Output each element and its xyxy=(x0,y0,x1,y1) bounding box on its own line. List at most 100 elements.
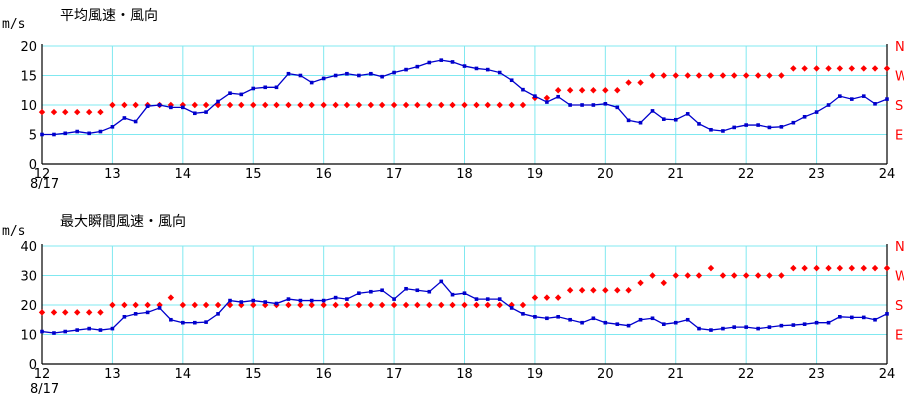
direction-point xyxy=(778,72,785,79)
direction-point xyxy=(707,72,715,79)
x-tick-label: 12 xyxy=(34,167,51,182)
speed-point xyxy=(521,312,525,316)
direction-point xyxy=(202,101,210,109)
speed-point xyxy=(181,105,185,110)
speed-point xyxy=(369,71,373,76)
speed-point xyxy=(697,326,701,331)
direction-point xyxy=(62,108,69,116)
direction-label: S xyxy=(895,299,903,314)
direction-point xyxy=(355,101,363,109)
direction-point xyxy=(578,87,586,94)
direction-point xyxy=(566,287,574,294)
speed-point xyxy=(697,122,701,126)
speed-point xyxy=(556,94,560,99)
x-tick-label: 14 xyxy=(175,167,192,182)
direction-point xyxy=(602,287,609,294)
direction-point xyxy=(554,294,562,301)
direction-point xyxy=(813,264,820,272)
direction-point xyxy=(167,294,175,301)
direction-point xyxy=(38,309,46,316)
direction-point xyxy=(62,309,69,316)
direction-point xyxy=(649,72,656,79)
speed-point xyxy=(779,125,784,129)
direction-point xyxy=(614,87,621,94)
direction-point xyxy=(684,272,691,279)
speed-point xyxy=(345,297,349,301)
speed-point xyxy=(497,70,502,75)
direction-point xyxy=(355,301,363,309)
direction-point xyxy=(414,301,421,309)
x-tick-label: 13 xyxy=(104,367,121,382)
x-tick-label: 15 xyxy=(245,367,262,382)
speed-point xyxy=(802,115,807,119)
direction-point xyxy=(625,79,632,86)
direction-point xyxy=(144,301,151,309)
direction-point xyxy=(766,72,773,79)
speed-point xyxy=(661,322,666,326)
direction-point xyxy=(742,272,750,279)
direction-point xyxy=(754,72,762,79)
direction-label: W xyxy=(895,70,904,85)
speed-point xyxy=(826,103,831,107)
speed-point xyxy=(814,110,819,114)
speed-point xyxy=(415,288,420,293)
speed-point xyxy=(556,315,560,319)
direction-point xyxy=(74,108,81,116)
speed-point xyxy=(732,125,736,130)
direction-point xyxy=(836,65,844,72)
direction-point xyxy=(297,101,304,109)
speed-point xyxy=(204,110,208,114)
speed-point xyxy=(603,320,608,325)
direction-point xyxy=(825,264,832,272)
speed-point xyxy=(75,328,80,332)
direction-point xyxy=(637,79,644,86)
direction-point xyxy=(860,65,867,72)
speed-point xyxy=(626,323,631,328)
direction-point xyxy=(250,101,257,109)
speed-point xyxy=(193,320,197,325)
speed-point xyxy=(157,103,162,107)
direction-point xyxy=(848,65,855,72)
speed-point xyxy=(427,60,432,65)
x-tick-label: 22 xyxy=(738,367,755,382)
speed-point xyxy=(239,300,244,304)
direction-point xyxy=(801,264,808,272)
speed-point xyxy=(216,312,220,316)
direction-point xyxy=(285,101,292,109)
x-tick-label: 16 xyxy=(315,167,332,182)
speed-point xyxy=(63,131,68,136)
direction-point xyxy=(285,301,292,309)
direction-point xyxy=(50,309,58,316)
speed-point xyxy=(673,117,678,122)
direction-point xyxy=(343,101,351,109)
direction-point xyxy=(332,101,339,109)
speed-point xyxy=(509,78,514,83)
speed-point xyxy=(802,322,807,326)
direction-point xyxy=(625,287,632,294)
speed-point xyxy=(333,73,338,78)
mean-wind-chart: m/s 平均風速・風向 8/17 0 5 10 15 20 12 13 14 15 16 17 18 1… xyxy=(2,8,904,192)
direction-point xyxy=(426,101,433,109)
direction-point xyxy=(332,301,339,309)
speed-point xyxy=(650,109,655,113)
direction-point xyxy=(790,264,797,272)
speed-point xyxy=(40,132,44,137)
speed-point xyxy=(497,297,502,301)
speed-point xyxy=(204,320,208,324)
speed-point xyxy=(439,58,444,62)
speed-point xyxy=(849,97,854,101)
direction-point xyxy=(649,272,656,279)
direction-point xyxy=(414,101,421,109)
direction-point xyxy=(742,72,750,79)
direction-point xyxy=(461,301,468,309)
direction-point xyxy=(132,101,139,109)
speed-point xyxy=(404,286,408,291)
direction-point xyxy=(109,101,116,109)
x-tick-label: 24 xyxy=(879,167,896,182)
speed-point xyxy=(345,71,349,76)
direction-point xyxy=(813,65,820,72)
direction-point xyxy=(614,287,621,294)
direction-point xyxy=(191,301,199,309)
speed-point xyxy=(838,315,842,319)
direction-point xyxy=(790,65,797,72)
